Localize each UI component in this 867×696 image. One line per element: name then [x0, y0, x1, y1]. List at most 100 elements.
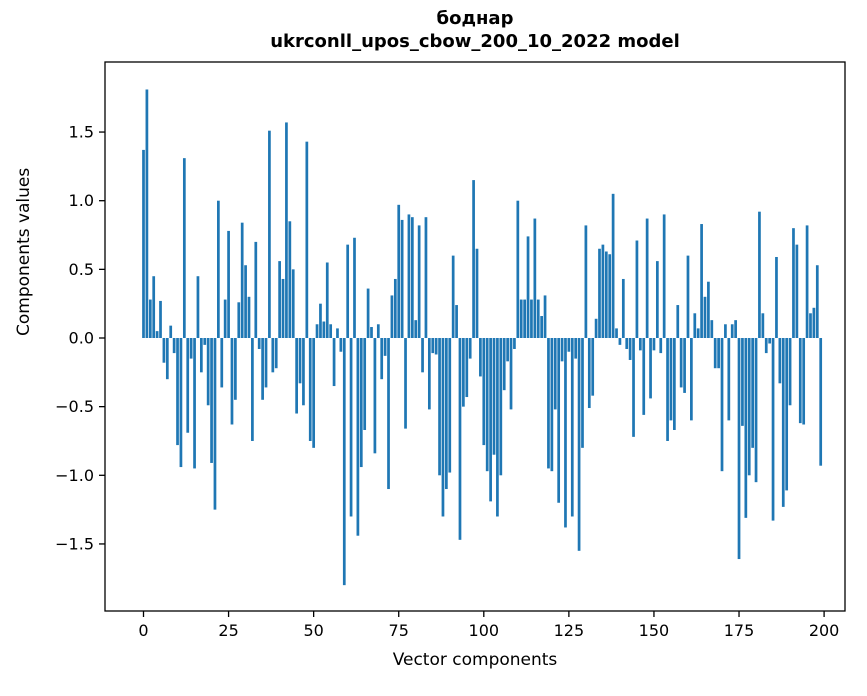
bar	[325, 262, 329, 339]
y-tick-label: 1.5	[69, 123, 94, 142]
bar	[747, 338, 751, 476]
bar	[506, 338, 509, 362]
bar	[322, 321, 326, 338]
bar	[390, 295, 394, 338]
bar	[247, 296, 251, 338]
bar	[393, 278, 397, 338]
bar	[234, 338, 237, 400]
bar	[462, 338, 465, 407]
bar	[635, 240, 639, 338]
bar	[172, 338, 176, 354]
bar	[798, 338, 802, 424]
bar	[349, 338, 353, 517]
bar	[608, 254, 612, 338]
bar	[652, 338, 656, 351]
bar	[564, 338, 567, 528]
bar	[410, 217, 414, 338]
bar	[594, 318, 598, 338]
bar	[754, 338, 758, 483]
bar	[530, 299, 533, 338]
bar	[727, 338, 731, 421]
bar	[621, 278, 625, 338]
bar	[264, 338, 268, 388]
bar	[223, 299, 227, 338]
bar	[329, 324, 333, 338]
x-tick-label: 175	[724, 621, 755, 640]
bar	[519, 299, 523, 338]
y-tick-label: 0.5	[69, 260, 94, 279]
bar	[383, 338, 387, 356]
bar	[458, 338, 462, 540]
bar	[298, 338, 302, 384]
bar	[730, 324, 734, 338]
y-tick-label: 1.0	[69, 191, 94, 210]
bar	[737, 338, 741, 560]
bar	[570, 338, 574, 517]
bar	[370, 327, 373, 338]
bar	[662, 214, 666, 338]
bar	[812, 307, 816, 338]
bar	[724, 324, 727, 338]
bar	[155, 331, 159, 338]
bar	[332, 338, 336, 387]
bar	[485, 338, 489, 472]
bar	[274, 338, 278, 369]
bar	[271, 338, 275, 373]
bar	[261, 338, 264, 400]
bar	[169, 325, 173, 338]
x-tick-label: 100	[469, 621, 500, 640]
bar	[509, 338, 513, 410]
bar	[346, 244, 350, 338]
bar	[193, 338, 196, 469]
bar	[751, 338, 754, 448]
bar	[781, 338, 785, 507]
bar	[472, 180, 475, 338]
bar	[407, 214, 411, 338]
bar	[186, 338, 190, 433]
bar	[145, 89, 149, 339]
bar	[237, 302, 241, 338]
bar	[744, 338, 748, 518]
bar	[788, 338, 792, 406]
bar	[448, 338, 452, 473]
bar	[710, 320, 714, 338]
bar	[499, 338, 503, 476]
bar	[638, 338, 642, 351]
bar	[673, 338, 676, 430]
bar	[431, 338, 435, 354]
x-tick-label: 150	[639, 621, 670, 640]
bar	[217, 200, 220, 338]
bar	[254, 241, 258, 338]
x-tick-label: 200	[809, 621, 840, 640]
chart-title-line2: ukrconll_upos_cbow_200_10_2022 model	[270, 31, 680, 52]
bar	[809, 313, 812, 338]
bar	[795, 244, 799, 338]
bar	[700, 224, 703, 338]
bar	[513, 338, 516, 349]
bar	[281, 278, 285, 338]
bar	[441, 338, 445, 517]
bar	[353, 237, 356, 338]
bar	[257, 338, 261, 349]
bar	[445, 338, 448, 490]
bar	[356, 338, 360, 536]
bar	[489, 338, 492, 502]
bar	[199, 338, 203, 373]
bar	[179, 338, 183, 468]
bar	[366, 288, 370, 338]
x-tick-label: 75	[389, 621, 409, 640]
bar	[373, 338, 377, 454]
bar	[315, 324, 319, 338]
x-axis-label: Vector components	[392, 650, 558, 670]
bar	[302, 338, 305, 406]
y-tick-label: −0.5	[55, 397, 94, 416]
bar	[792, 228, 795, 338]
bar	[611, 193, 615, 338]
bar	[587, 338, 591, 409]
bar	[659, 338, 663, 354]
bar	[775, 256, 778, 338]
bar	[802, 338, 806, 425]
bar	[771, 338, 775, 521]
